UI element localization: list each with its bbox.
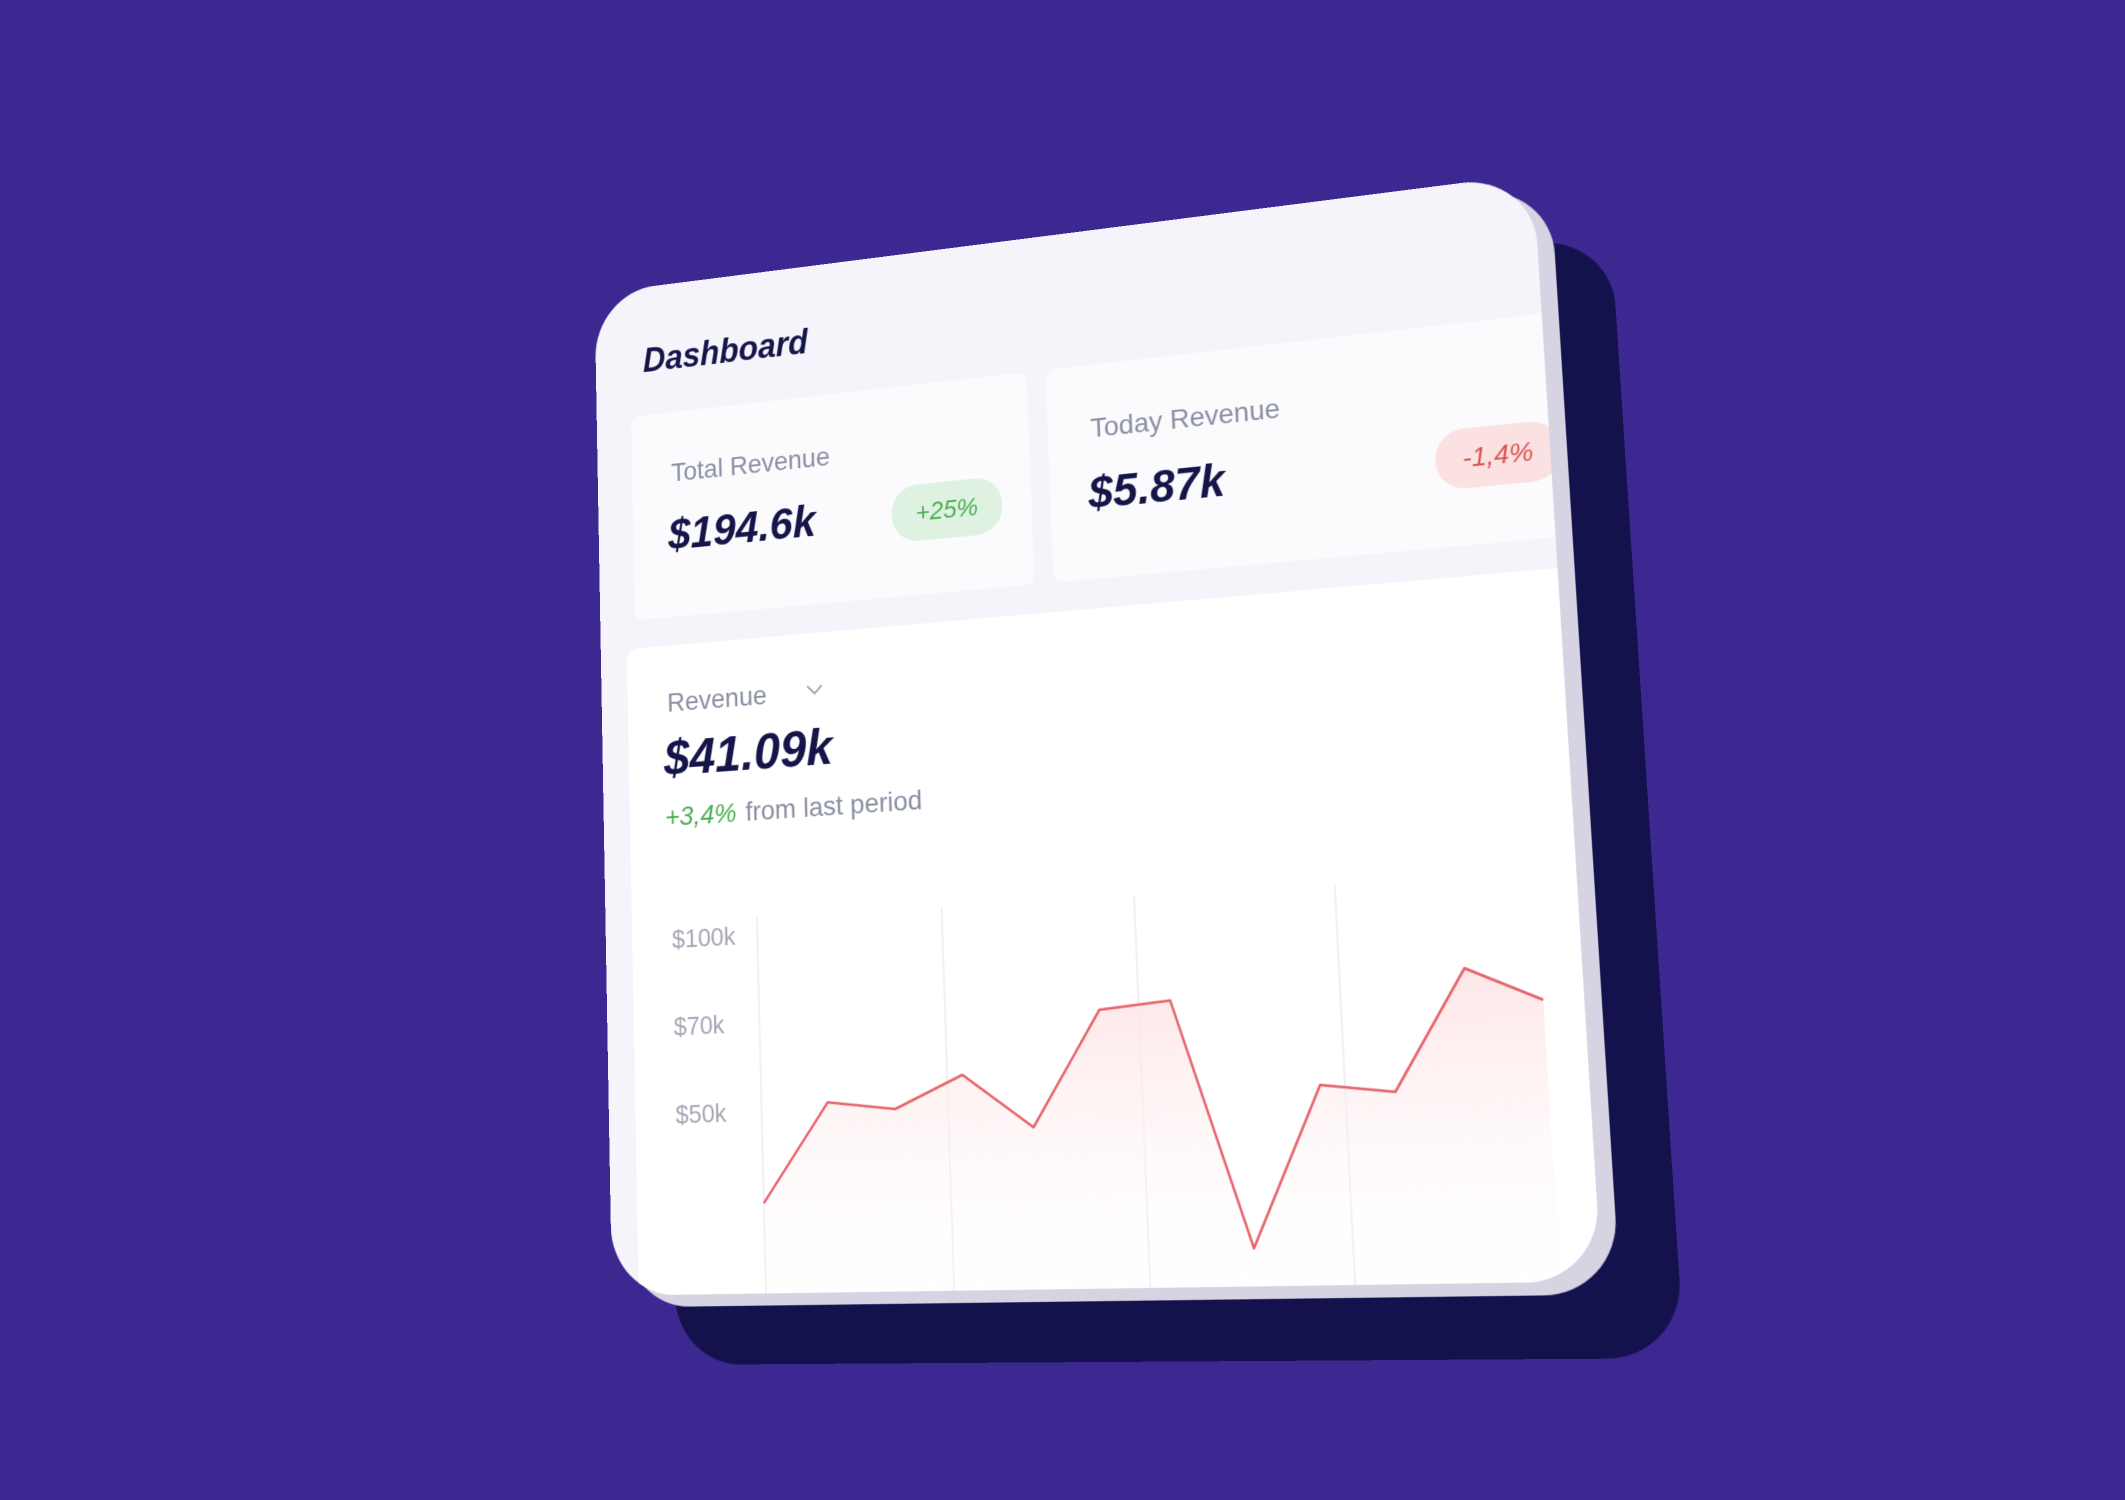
change-note: from last period xyxy=(745,784,923,827)
revenue-change: +3,4% from last period xyxy=(665,785,923,833)
y-tick-label: $70k xyxy=(674,1011,726,1041)
dashboard-scene: Dashboard Total Revenue $194.6k +25% Tod… xyxy=(594,173,1685,1365)
change-percent: +3,4% xyxy=(664,797,737,832)
stat-value: $5.87k xyxy=(1087,454,1227,519)
revenue-panel: Revenue $41.09k +3,4% from last period $1… xyxy=(626,565,1602,1296)
area-fill xyxy=(758,964,1563,1296)
stat-change: -1,4% xyxy=(1433,418,1563,492)
stat-card: Today Revenue $5.87k -1,4% xyxy=(1045,311,1577,583)
revenue-chart: $100k $70k $50k xyxy=(672,827,1563,1296)
stat-card: Total Revenue $194.6k +25% xyxy=(631,372,1035,621)
dashboard-card: Dashboard Total Revenue $194.6k +25% Tod… xyxy=(594,173,1602,1296)
y-tick-label: $100k xyxy=(672,923,737,954)
revenue-label: Revenue xyxy=(666,680,768,718)
dashboard-title: Dashboard xyxy=(642,322,809,380)
stat-label: Today Revenue xyxy=(1089,392,1281,444)
revenue-value: $41.09k xyxy=(663,719,834,788)
dropdown-icon[interactable] xyxy=(805,682,824,697)
stat-change: +25% xyxy=(890,475,1004,544)
y-tick-label: $50k xyxy=(675,1100,727,1130)
stat-label: Total Revenue xyxy=(670,441,831,488)
stat-value: $194.6k xyxy=(667,495,817,560)
